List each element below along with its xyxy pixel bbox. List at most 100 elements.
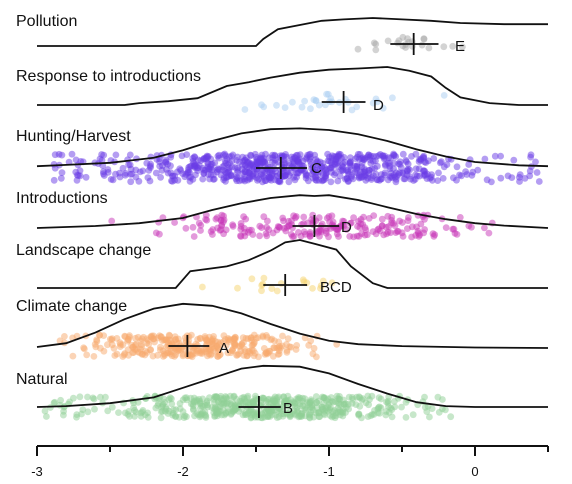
data-point [227, 411, 235, 418]
data-point [174, 347, 181, 355]
data-point [273, 101, 280, 109]
data-point [365, 401, 372, 409]
data-point [348, 106, 356, 114]
data-point [481, 224, 488, 232]
data-point [408, 233, 415, 241]
data-point [354, 223, 361, 230]
data-point [240, 213, 248, 221]
data-point [96, 332, 103, 339]
data-point [485, 229, 493, 237]
data-point [323, 165, 330, 173]
data-point [261, 350, 269, 358]
data-point [239, 334, 247, 342]
data-point [510, 156, 518, 164]
data-point [106, 335, 114, 343]
data-point [131, 345, 139, 353]
data-point [269, 397, 277, 404]
data-point [399, 219, 406, 226]
data-point [248, 275, 256, 283]
ridge-row: Hunting/Harvest C [16, 127, 549, 186]
data-point [357, 216, 365, 223]
data-point [175, 335, 182, 343]
points-group [354, 33, 466, 54]
data-point [459, 43, 466, 51]
data-point [144, 413, 152, 421]
data-point [250, 347, 257, 354]
data-point [212, 215, 220, 223]
data-point [69, 352, 77, 360]
data-point [194, 167, 202, 175]
data-point [385, 409, 393, 416]
x-tick-label: -2 [177, 464, 189, 479]
data-point [57, 174, 65, 182]
data-point [252, 392, 259, 400]
data-point [205, 350, 213, 358]
data-point [271, 156, 279, 164]
data-point [345, 393, 353, 401]
data-point [365, 170, 373, 177]
data-point [340, 222, 348, 230]
density-curve [37, 239, 548, 289]
data-point [447, 413, 455, 421]
data-point [108, 341, 116, 349]
data-point [98, 157, 106, 164]
data-point [199, 175, 207, 183]
data-point [234, 153, 241, 161]
data-point [289, 98, 296, 106]
data-point [428, 171, 435, 179]
data-point [169, 172, 177, 180]
data-point [350, 233, 357, 241]
data-point [399, 233, 407, 240]
data-point [420, 35, 428, 43]
data-point [301, 97, 308, 105]
data-point [219, 163, 227, 171]
data-point [297, 232, 305, 240]
data-point [171, 219, 179, 226]
data-point [308, 397, 315, 405]
data-point [259, 395, 267, 402]
data-point [308, 216, 316, 223]
data-point [176, 165, 184, 173]
points-group [108, 211, 496, 241]
data-point [247, 414, 255, 422]
data-point [435, 169, 442, 177]
data-point [309, 221, 317, 229]
data-point [440, 163, 448, 171]
data-point [280, 156, 287, 164]
x-tick-label: -3 [31, 464, 43, 479]
data-point [414, 227, 422, 235]
data-point [234, 284, 241, 292]
ridge-row: Climate change A [16, 298, 549, 361]
data-point [152, 169, 160, 177]
data-point [465, 222, 473, 230]
data-point [275, 347, 283, 355]
data-point [240, 224, 248, 232]
data-point [112, 151, 120, 159]
data-point [504, 172, 512, 180]
data-point [285, 178, 293, 186]
data-point [147, 334, 155, 341]
data-point [442, 224, 450, 232]
data-point [219, 406, 227, 414]
data-point [188, 331, 195, 339]
data-point [434, 393, 442, 401]
data-point [82, 173, 90, 181]
data-point [152, 229, 160, 237]
data-point [421, 226, 428, 233]
data-point [381, 154, 389, 162]
data-point [134, 333, 142, 341]
data-point [398, 403, 405, 411]
data-point [300, 278, 308, 286]
data-point [224, 161, 232, 169]
data-point [401, 175, 409, 183]
data-point [421, 393, 428, 401]
data-point [384, 37, 392, 45]
data-point [353, 153, 361, 161]
data-point [283, 347, 291, 354]
data-point [345, 405, 352, 413]
data-point [340, 401, 348, 408]
data-point [325, 233, 332, 241]
data-point [440, 92, 448, 99]
data-point [149, 352, 157, 360]
data-point [157, 174, 165, 181]
